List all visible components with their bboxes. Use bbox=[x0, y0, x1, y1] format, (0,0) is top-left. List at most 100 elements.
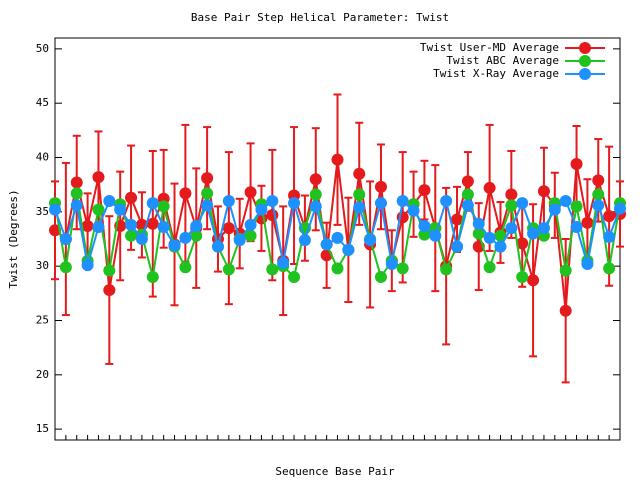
point bbox=[494, 229, 507, 242]
point bbox=[505, 188, 518, 201]
point bbox=[277, 256, 290, 269]
point bbox=[516, 197, 529, 210]
point bbox=[49, 203, 61, 216]
point bbox=[570, 221, 583, 234]
point bbox=[103, 264, 116, 277]
point bbox=[418, 219, 431, 232]
point bbox=[581, 216, 594, 229]
point bbox=[353, 188, 366, 201]
point bbox=[603, 230, 616, 243]
point bbox=[483, 261, 496, 274]
point bbox=[451, 213, 464, 226]
point bbox=[374, 180, 387, 193]
point bbox=[451, 240, 464, 253]
point bbox=[146, 271, 159, 284]
point bbox=[581, 257, 594, 270]
point bbox=[353, 201, 366, 214]
point bbox=[342, 243, 355, 256]
point bbox=[505, 199, 518, 212]
point bbox=[146, 197, 159, 210]
point bbox=[92, 203, 105, 216]
point bbox=[548, 203, 561, 216]
point bbox=[244, 229, 257, 242]
point bbox=[222, 263, 235, 276]
chart-title: Base Pair Step Helical Parameter: Twist bbox=[191, 11, 449, 24]
point bbox=[396, 262, 409, 275]
point bbox=[603, 262, 616, 275]
y-tick-label: 15 bbox=[36, 422, 49, 435]
point bbox=[592, 188, 605, 201]
point bbox=[92, 171, 105, 184]
point bbox=[190, 219, 203, 232]
point bbox=[374, 197, 387, 210]
point bbox=[396, 194, 409, 207]
point bbox=[81, 219, 94, 232]
point bbox=[49, 224, 61, 237]
point bbox=[570, 200, 583, 213]
point bbox=[103, 284, 116, 297]
point bbox=[135, 233, 148, 245]
point bbox=[440, 194, 453, 207]
point bbox=[309, 200, 322, 213]
point bbox=[527, 227, 540, 240]
point bbox=[255, 203, 268, 216]
y-tick-label: 35 bbox=[36, 205, 49, 218]
point bbox=[233, 234, 246, 247]
y-tick-label: 45 bbox=[36, 96, 49, 109]
point bbox=[516, 271, 529, 284]
point bbox=[320, 238, 333, 251]
point bbox=[309, 188, 322, 201]
point bbox=[331, 262, 344, 275]
point bbox=[222, 222, 235, 235]
point bbox=[537, 185, 550, 198]
point bbox=[103, 194, 116, 207]
legend-label: Twist ABC Average bbox=[446, 54, 559, 67]
point bbox=[309, 173, 322, 186]
y-tick-label: 50 bbox=[36, 42, 49, 55]
point bbox=[461, 188, 474, 201]
point bbox=[298, 234, 311, 247]
point bbox=[592, 174, 605, 187]
legend-marker bbox=[579, 42, 591, 54]
legend-marker bbox=[579, 55, 591, 67]
point bbox=[429, 229, 442, 242]
point bbox=[516, 237, 529, 250]
point bbox=[374, 271, 387, 284]
point bbox=[157, 221, 170, 234]
point bbox=[364, 234, 377, 247]
point bbox=[81, 259, 94, 272]
point bbox=[266, 194, 279, 207]
point bbox=[353, 167, 366, 180]
point bbox=[179, 187, 192, 200]
point bbox=[592, 199, 605, 212]
point bbox=[385, 257, 398, 270]
point bbox=[201, 199, 214, 212]
point bbox=[70, 199, 83, 212]
x-axis-label: Sequence Base Pair bbox=[275, 465, 395, 478]
point bbox=[201, 172, 214, 185]
point bbox=[157, 200, 170, 213]
point bbox=[288, 197, 301, 210]
point bbox=[537, 222, 550, 235]
point bbox=[483, 231, 496, 244]
point bbox=[179, 231, 192, 244]
point bbox=[244, 186, 257, 199]
point bbox=[603, 210, 616, 223]
point bbox=[494, 240, 507, 253]
point bbox=[70, 176, 83, 189]
y-axis-label: Twist (Degrees) bbox=[7, 189, 20, 288]
y-tick-label: 30 bbox=[36, 259, 49, 272]
legend-label: Twist X-Ray Average bbox=[433, 67, 559, 80]
point bbox=[472, 217, 485, 230]
point bbox=[483, 181, 496, 194]
point bbox=[418, 228, 431, 241]
point bbox=[288, 271, 301, 284]
legend-marker bbox=[579, 68, 591, 80]
y-tick-label: 40 bbox=[36, 151, 49, 164]
point bbox=[59, 261, 72, 274]
point bbox=[407, 204, 420, 217]
point bbox=[125, 218, 138, 231]
point bbox=[331, 231, 344, 244]
point bbox=[505, 222, 518, 235]
